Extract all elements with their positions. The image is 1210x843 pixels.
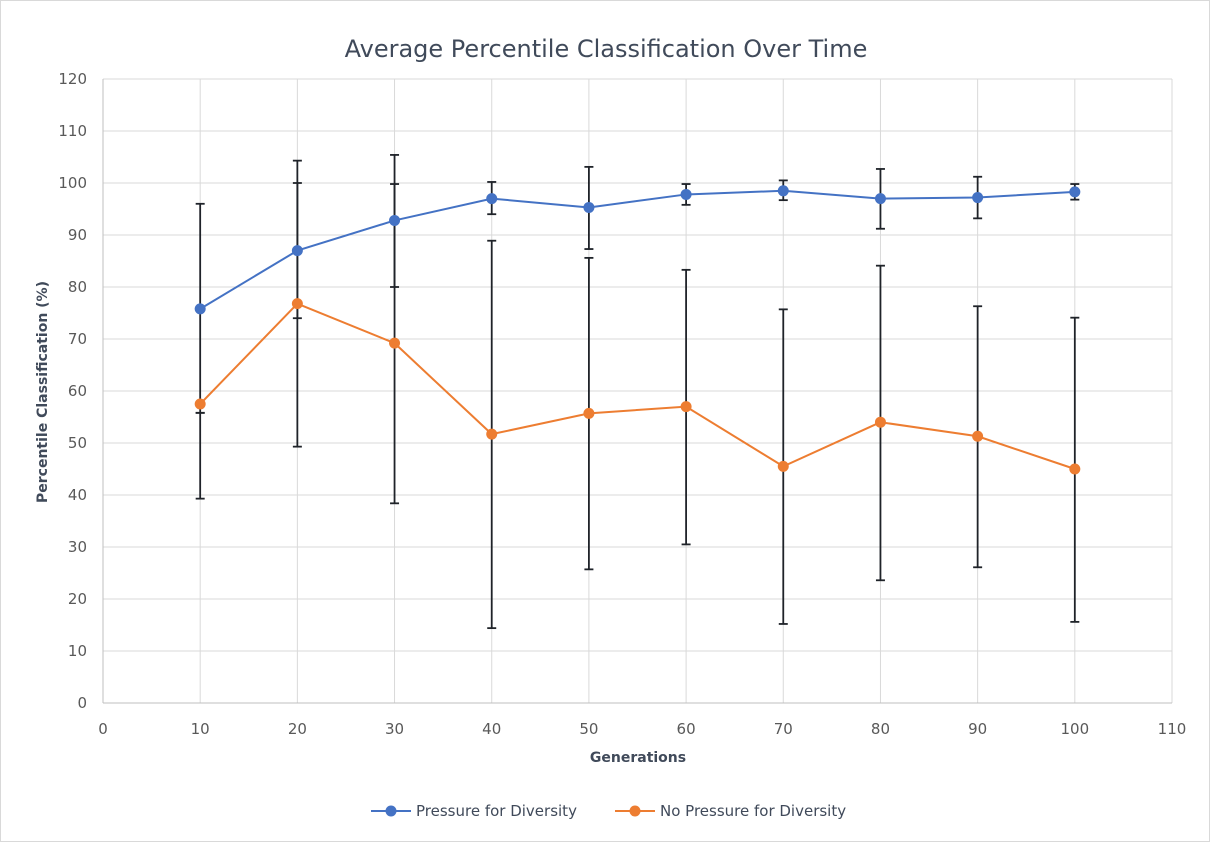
data-point-pressure [486,193,498,205]
y-tick-label: 80 [68,278,87,296]
axes [102,79,1172,704]
y-tick-label: 70 [68,330,87,348]
x-tick-label: 60 [677,720,696,738]
data-point-no-pressure [1069,463,1081,475]
data-point-no-pressure [972,430,984,442]
x-tick-label: 70 [774,720,793,738]
y-tick-label: 40 [68,486,87,504]
legend-item-no-pressure: No Pressure for Diversity [615,802,846,820]
legend-item-pressure: Pressure for Diversity [371,802,577,820]
chart-title: Average Percentile Classification Over T… [345,35,868,63]
y-axis-title: Percentile Classification (%) [35,281,51,503]
y-tick-label: 120 [58,70,87,88]
x-axis-title: Generations [590,750,686,766]
y-tick-label: 110 [58,122,87,140]
series-line-pressure [199,189,1075,310]
data-point-no-pressure [874,416,886,428]
series-lines [194,185,1081,475]
x-tick-label: 40 [482,720,501,738]
data-point-pressure [777,185,789,197]
legend-label-no-pressure: No Pressure for Diversity [660,802,846,820]
x-tick-label: 90 [968,720,987,738]
legend-marker-pressure [385,805,397,817]
data-point-pressure [1069,186,1081,198]
series-line-no-pressure [199,302,1076,470]
x-tick-label: 100 [1060,720,1089,738]
data-point-pressure [583,201,595,213]
y-tick-label: 10 [68,642,87,660]
y-tick-label: 0 [77,694,87,712]
data-point-no-pressure [680,401,692,413]
x-tick-label: 0 [98,720,108,738]
legend-label-pressure: Pressure for Diversity [416,802,577,820]
x-tick-label: 80 [871,720,890,738]
data-point-no-pressure [777,460,789,472]
data-point-no-pressure [194,398,206,410]
y-tick-label: 20 [68,590,87,608]
data-point-pressure [389,214,401,226]
x-tick-label: 10 [191,720,210,738]
x-tick-label: 50 [579,720,598,738]
tick-labels: 0 10 20 30 40 50 60 70 80 90 100 110 120 0 10 20 30 40 50 6… [58,70,1186,738]
y-tick-label: 60 [68,382,87,400]
legend: Pressure for Diversity No Pressure for D… [371,802,846,820]
data-point-pressure [680,188,692,200]
data-point-no-pressure [291,298,303,310]
y-tick-label: 50 [68,434,87,452]
data-point-pressure [972,192,984,204]
data-point-no-pressure [389,337,401,349]
legend-marker-no-pressure [629,805,641,817]
y-tick-label: 90 [68,226,87,244]
data-point-pressure [194,303,206,315]
data-point-pressure [291,245,303,257]
data-point-no-pressure [486,428,498,440]
gridlines [103,78,1173,703]
y-tick-label: 30 [68,538,87,556]
x-tick-label: 110 [1158,720,1187,738]
y-tick-label: 100 [58,174,87,192]
error-bars [195,154,1080,630]
data-point-no-pressure [583,407,595,419]
x-tick-label: 30 [385,720,404,738]
data-point-pressure [874,193,886,205]
x-tick-label: 20 [288,720,307,738]
